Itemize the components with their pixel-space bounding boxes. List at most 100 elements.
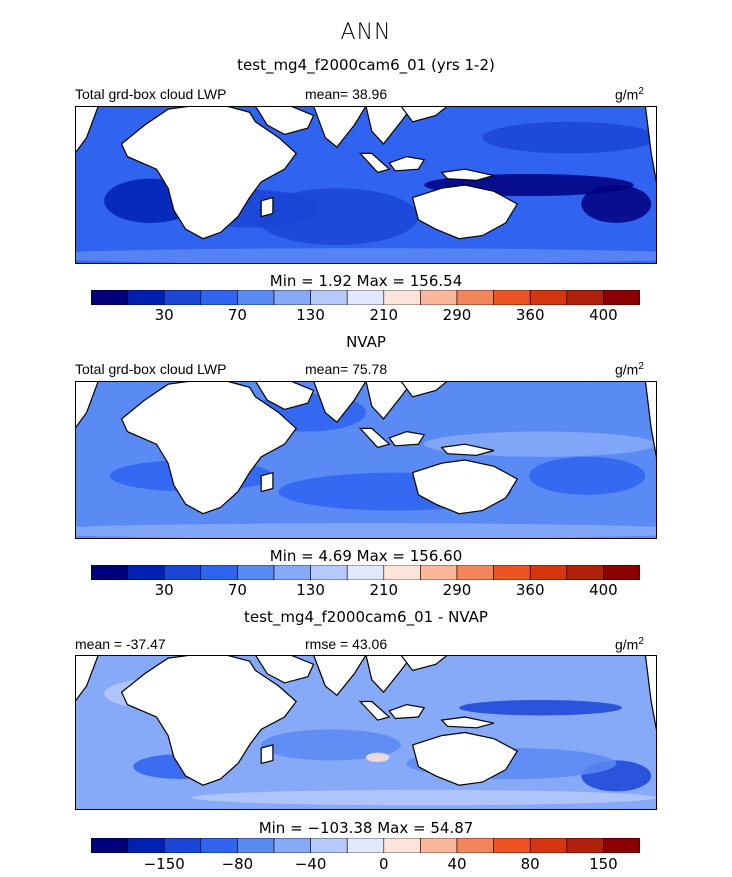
panel-title: NVAP xyxy=(346,333,386,351)
colorbar-tick-label: 210 xyxy=(369,581,399,599)
colorbar-tick-label: 290 xyxy=(442,581,472,599)
colorbar-swatch xyxy=(237,565,275,580)
panel-left-label: Total grd-box cloud LWP xyxy=(75,361,227,377)
colorbar-swatch xyxy=(273,565,311,580)
field-contour xyxy=(482,121,657,154)
land-seasia xyxy=(365,106,414,145)
land-china xyxy=(400,106,449,123)
field-contour xyxy=(261,729,401,761)
land-china xyxy=(400,655,449,672)
colorbar-swatch xyxy=(529,290,568,305)
land-americaR xyxy=(644,381,657,461)
colorbar-swatch xyxy=(310,838,348,853)
land-india xyxy=(312,106,367,148)
colorbar-tick-label: 210 xyxy=(369,306,399,324)
colorbar-swatch xyxy=(200,290,238,305)
map-frame xyxy=(75,381,657,539)
panel-center-label: mean= 75.78 xyxy=(305,361,388,377)
land-sumatra xyxy=(358,700,391,721)
colorbar-swatch xyxy=(237,290,275,305)
field-contour xyxy=(75,523,657,539)
land-borneo xyxy=(388,155,426,172)
colorbar-tick-label: −40 xyxy=(294,855,327,873)
colorbar-swatch xyxy=(456,565,494,580)
colorbar-tick-label: 290 xyxy=(442,306,472,324)
colorbar-tick-label: 130 xyxy=(296,306,325,324)
colorbar-swatch xyxy=(383,838,421,853)
map-panel xyxy=(75,655,657,810)
land-india xyxy=(312,381,367,423)
colorbar-swatch xyxy=(529,838,568,853)
colorbar-tick-label: −150 xyxy=(143,855,185,873)
field-contour xyxy=(75,248,657,264)
land-sumatra xyxy=(358,427,391,449)
colorbar-swatch xyxy=(603,290,640,305)
colorbar xyxy=(91,838,640,853)
land-americaR xyxy=(644,106,657,186)
colorbar xyxy=(91,290,640,305)
land-borneo xyxy=(388,703,426,720)
land-madagascar xyxy=(260,471,274,493)
land-india xyxy=(312,655,367,697)
field-contour xyxy=(528,456,646,495)
panel-left-label: mean = -37.47 xyxy=(75,636,166,652)
land-australia xyxy=(411,459,519,515)
colorbar-swatch xyxy=(200,838,238,853)
colorbar-swatch xyxy=(273,290,311,305)
land-africa xyxy=(120,106,298,240)
colorbar-tick-label: 70 xyxy=(227,581,247,599)
colorbar-swatch xyxy=(420,565,458,580)
colorbar-swatch xyxy=(603,565,640,580)
panel-title: test_mg4_f2000cam6_01 (yrs 1-2) xyxy=(237,56,495,74)
land-borneo xyxy=(388,430,426,447)
panel-stats: Min = −103.38 Max = 54.87 xyxy=(258,819,474,837)
land-sumatra xyxy=(358,152,391,174)
land-arabia xyxy=(254,106,315,136)
colorbar-swatch xyxy=(346,838,385,853)
panel-stats: Min = 1.92 Max = 156.54 xyxy=(269,272,463,290)
colorbar-swatch xyxy=(456,838,494,853)
colorbar-swatch xyxy=(493,565,531,580)
colorbar-swatch xyxy=(127,838,165,853)
colorbar-swatch xyxy=(383,290,421,305)
colorbar-swatch xyxy=(420,290,458,305)
land-americaR xyxy=(644,655,657,733)
panel-center-label: rmse = 43.06 xyxy=(305,636,388,652)
field-contour xyxy=(191,789,657,806)
colorbar-swatch xyxy=(127,290,165,305)
colorbar-swatch xyxy=(127,565,165,580)
panel-units-label: g/m2 xyxy=(615,361,644,378)
land-arabia xyxy=(254,655,315,684)
land-newguinea xyxy=(440,168,495,181)
colorbar-tick-label: 130 xyxy=(296,581,325,599)
panel-stats: Min = 4.69 Max = 156.60 xyxy=(269,547,463,565)
colorbar-swatch xyxy=(346,565,385,580)
colorbar-swatch xyxy=(420,838,458,853)
land-australia xyxy=(411,731,519,786)
field-contour xyxy=(366,752,390,762)
land-seasia xyxy=(365,381,414,420)
colorbar-swatch xyxy=(529,565,568,580)
colorbar-swatch xyxy=(566,838,604,853)
colorbar-tick-label: 30 xyxy=(154,581,174,599)
map-frame xyxy=(75,106,657,264)
land-americaL xyxy=(75,655,99,703)
land-africa xyxy=(120,655,298,786)
colorbar xyxy=(91,565,640,580)
colorbar-swatch xyxy=(493,838,531,853)
colorbar-swatch xyxy=(346,290,385,305)
land-arabia xyxy=(254,381,315,411)
figure-title: ANN xyxy=(340,20,392,45)
land-seasia xyxy=(365,655,414,694)
colorbar-swatch xyxy=(91,838,128,853)
land-china xyxy=(400,381,449,398)
colorbar-tick-label: 360 xyxy=(515,306,545,324)
colorbar-swatch xyxy=(200,565,238,580)
colorbar-swatch xyxy=(163,565,202,580)
land-americaL xyxy=(75,381,99,430)
land-americaL xyxy=(75,106,99,155)
colorbar-tick-label: 150 xyxy=(589,855,618,873)
land-madagascar xyxy=(260,744,274,765)
colorbar-tick-label: 40 xyxy=(447,855,467,873)
land-africa xyxy=(120,381,298,515)
